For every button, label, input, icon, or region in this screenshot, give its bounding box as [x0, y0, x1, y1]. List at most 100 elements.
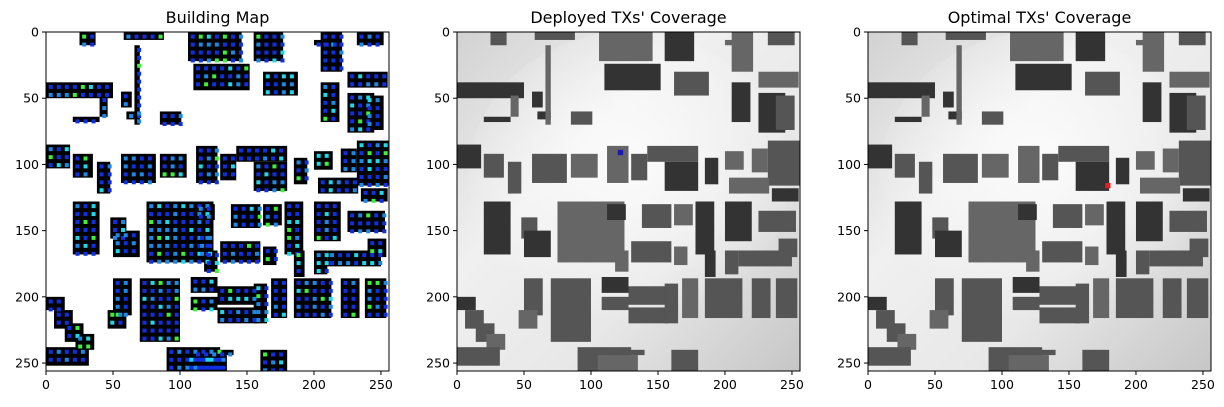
building: [956, 45, 962, 125]
x-tick-label: 0: [42, 377, 50, 392]
building: [945, 32, 986, 40]
building: [1135, 39, 1163, 46]
marker: [264, 318, 269, 323]
marker: [343, 304, 348, 309]
marker: [64, 357, 69, 362]
marker: [205, 365, 210, 370]
marker: [205, 212, 210, 217]
building: [943, 91, 954, 108]
marker: [149, 204, 154, 209]
marker: [72, 92, 77, 97]
marker: [280, 50, 285, 55]
marker: [363, 198, 368, 203]
marker: [91, 119, 96, 124]
building: [1106, 201, 1126, 255]
marker: [197, 251, 202, 256]
marker: [107, 180, 112, 185]
marker: [222, 34, 227, 39]
marker: [358, 119, 363, 124]
marker: [222, 259, 227, 264]
marker: [312, 288, 317, 293]
marker: [339, 42, 344, 47]
marker: [96, 92, 101, 97]
marker: [264, 42, 269, 47]
marker: [249, 206, 254, 211]
marker: [131, 172, 136, 177]
marker: [222, 172, 227, 177]
marker: [147, 156, 152, 161]
marker: [367, 175, 372, 179]
marker: [209, 357, 214, 362]
building: [631, 241, 672, 263]
building: [731, 32, 754, 72]
marker: [281, 288, 286, 293]
transmitter-marker: [1105, 182, 1111, 189]
plot-area: [868, 32, 1211, 371]
y-tick-label: 100: [426, 157, 450, 172]
marker: [165, 212, 170, 217]
marker: [198, 50, 203, 55]
marker: [198, 34, 203, 39]
marker: [273, 257, 278, 262]
building: [664, 161, 699, 191]
marker: [359, 167, 364, 172]
building: [601, 276, 629, 293]
building: [758, 210, 796, 232]
marker: [72, 349, 77, 354]
marker: [346, 261, 351, 266]
marker: [287, 251, 292, 256]
marker: [312, 312, 317, 317]
marker: [83, 235, 88, 240]
marker: [255, 251, 260, 256]
building: [1015, 63, 1072, 91]
marker: [83, 156, 88, 161]
marker: [131, 233, 136, 238]
marker: [190, 50, 195, 55]
building: [1075, 32, 1106, 62]
building: [615, 250, 629, 272]
marker: [256, 50, 261, 55]
marker: [189, 220, 194, 225]
marker: [249, 222, 254, 227]
y-tick-label: 250: [837, 356, 861, 371]
marker: [287, 235, 292, 240]
marker: [289, 90, 294, 95]
marker: [220, 296, 225, 301]
marker: [99, 188, 104, 193]
marker: [80, 357, 85, 362]
marker: [178, 114, 183, 119]
marker: [56, 307, 61, 312]
marker: [382, 213, 387, 218]
marker: [228, 288, 233, 293]
marker: [271, 352, 276, 357]
panel-optimal-coverage: Optimal TXs' Coverage 0 50 100 150 200 250 0 5…: [837, 8, 1215, 392]
y-tick-label: 100: [837, 157, 861, 172]
marker: [83, 220, 88, 225]
marker: [196, 66, 201, 71]
marker: [244, 288, 249, 293]
marker: [96, 84, 101, 89]
marker: [115, 304, 120, 309]
marker: [287, 220, 292, 225]
marker: [206, 156, 211, 161]
marker: [331, 84, 336, 89]
marker: [273, 288, 278, 293]
building: [1015, 349, 1056, 356]
marker: [83, 164, 88, 169]
marker: [230, 259, 235, 264]
marker: [316, 42, 321, 47]
marker: [287, 227, 292, 232]
marker: [110, 320, 115, 325]
x-tick-label: 150: [646, 377, 670, 392]
building: [674, 246, 688, 266]
building: [507, 161, 522, 194]
marker: [296, 280, 301, 285]
marker: [339, 66, 344, 71]
marker: [197, 235, 202, 240]
marker: [281, 304, 286, 309]
marker: [214, 180, 219, 185]
marker: [375, 42, 380, 47]
building: [894, 201, 922, 255]
marker: [370, 249, 375, 254]
marker: [196, 82, 201, 87]
